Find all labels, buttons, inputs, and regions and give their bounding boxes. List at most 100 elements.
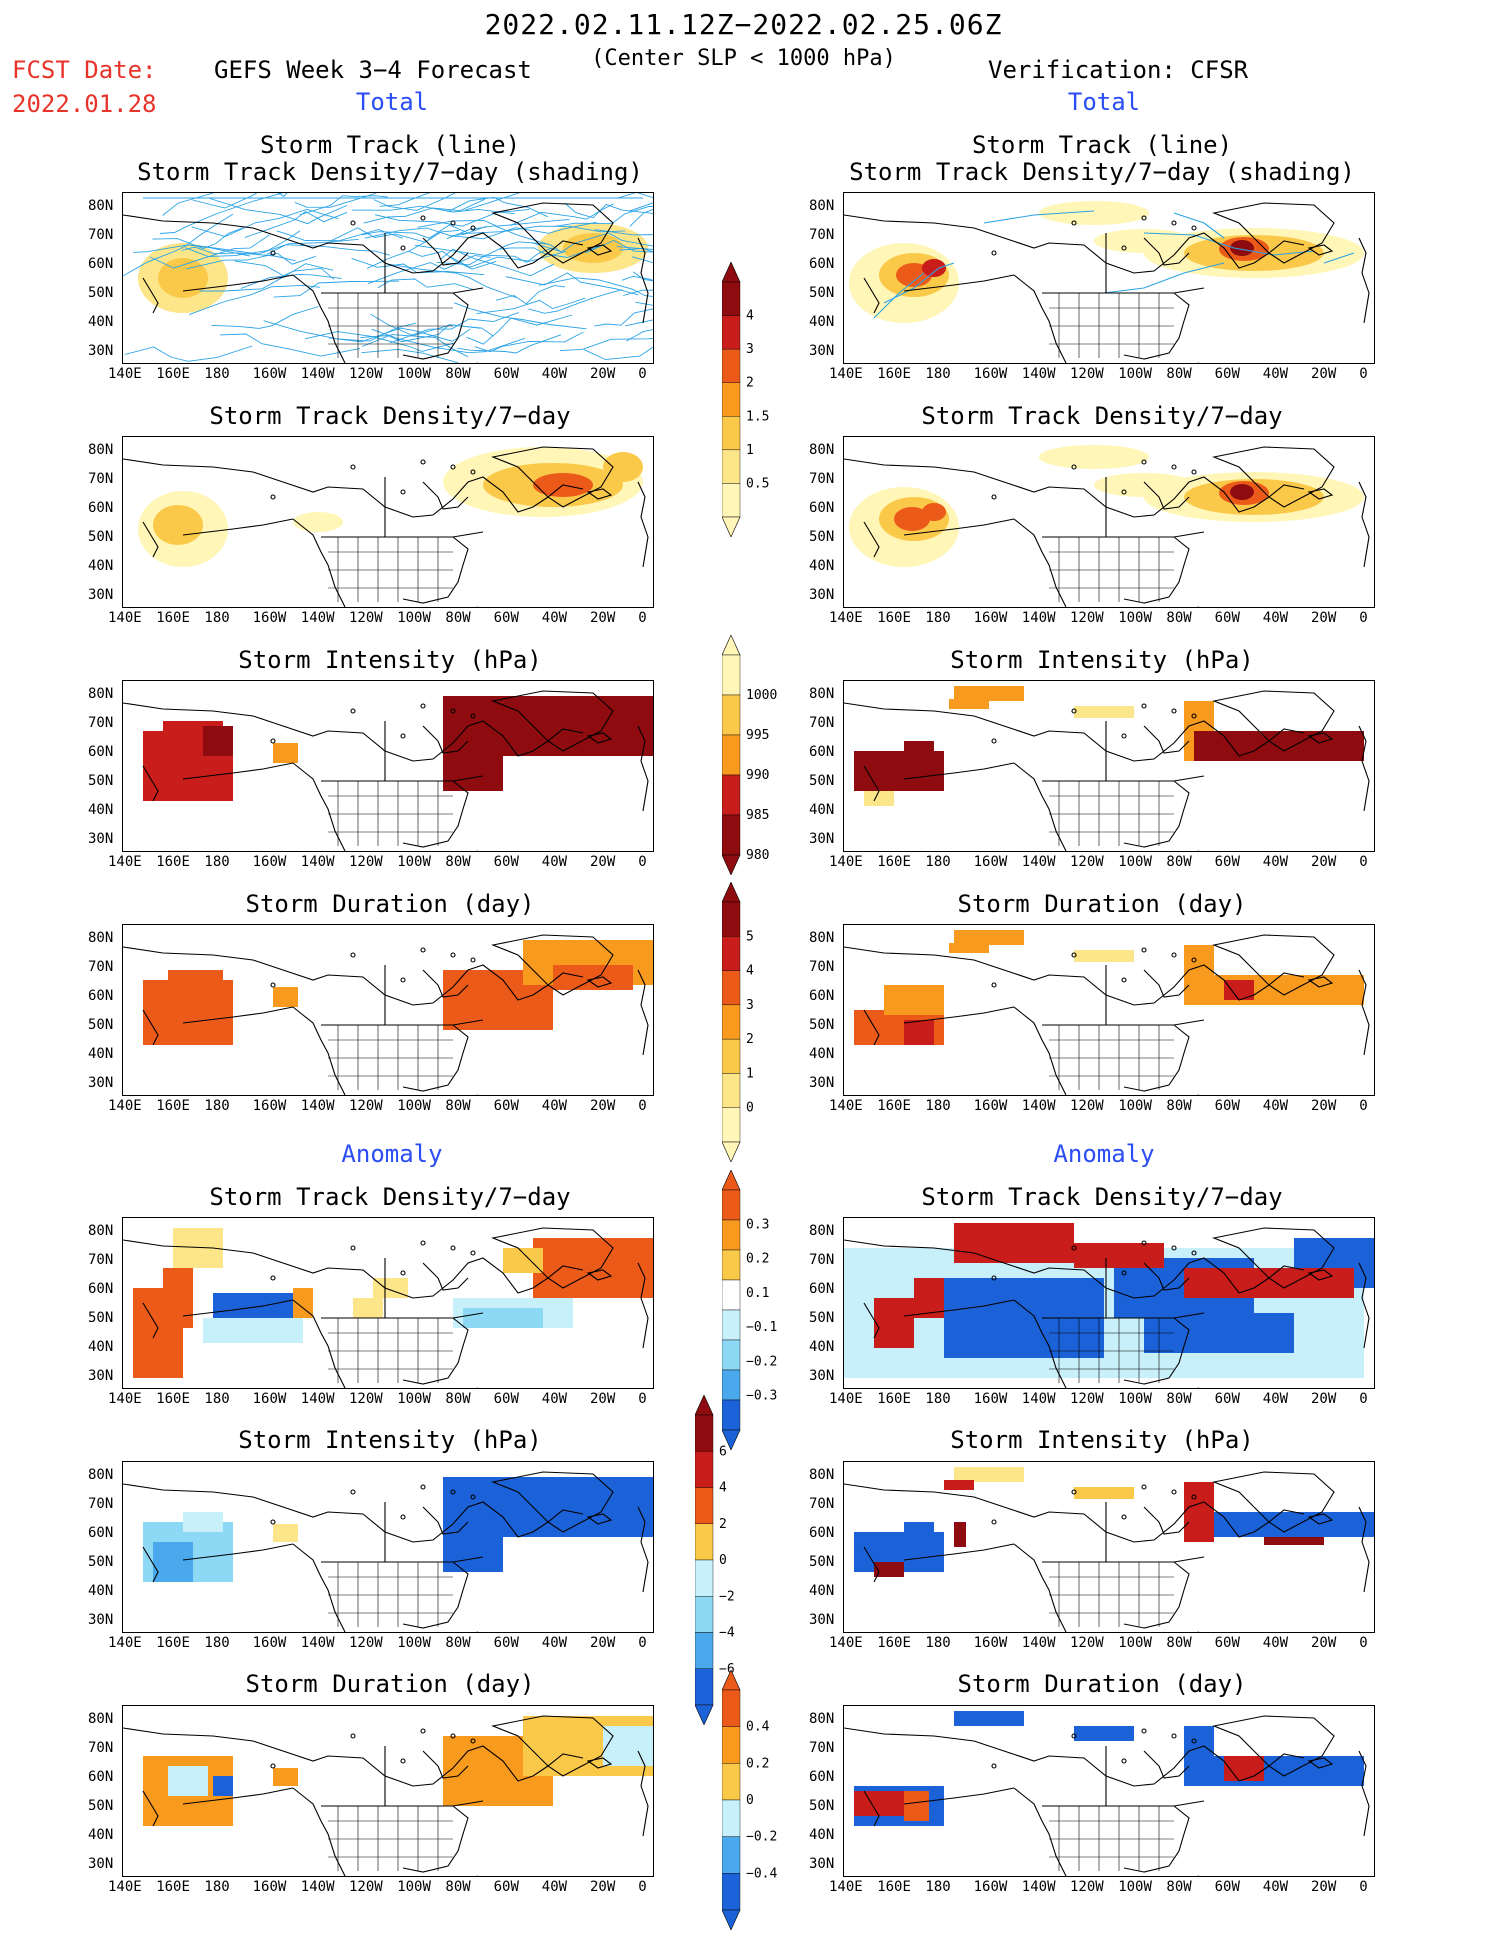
lat-label: 80N xyxy=(88,1223,114,1239)
shading-cell xyxy=(503,1248,543,1273)
lat-label: 50N xyxy=(809,1310,835,1326)
lon-label: 140W xyxy=(300,854,335,870)
lon-label: 160E xyxy=(877,1098,911,1114)
colorbar-arrow xyxy=(721,261,741,283)
lat-label: 70N xyxy=(809,715,835,731)
colorbar-label: 4 xyxy=(746,309,754,324)
lat-label: 60N xyxy=(809,1769,835,1785)
lon-label: 60W xyxy=(1214,1879,1240,1895)
fcst-date-value: 2022.01.28 xyxy=(12,90,157,118)
lat-label: 70N xyxy=(88,1740,114,1756)
lon-label: 120W xyxy=(349,366,383,382)
colorbar-label: 3 xyxy=(746,998,754,1013)
shading-cell xyxy=(168,1766,208,1796)
colorbar-swatch xyxy=(721,1339,741,1371)
anom-intensity-title-right: Storm Intensity (hPa) xyxy=(950,1426,1254,1454)
shading-cell xyxy=(153,1542,193,1582)
lon-label: 120W xyxy=(349,1635,383,1651)
lon-label: 0 xyxy=(1359,1879,1368,1895)
lon-label: 120W xyxy=(1070,1098,1104,1114)
lon-label: 100W xyxy=(1118,1635,1152,1651)
coastlines xyxy=(123,934,649,1095)
colorbar-swatch xyxy=(721,416,741,451)
lon-label: 180 xyxy=(925,1098,951,1114)
lon-label: 60W xyxy=(493,854,519,870)
colorbar-label: 0.3 xyxy=(746,1217,769,1232)
shading-cell xyxy=(949,943,989,953)
map-intensity-anomaly-forecast-svg xyxy=(123,1471,653,1632)
colorbar-label: 995 xyxy=(746,728,769,743)
lon-label: 20W xyxy=(1311,1098,1337,1114)
lon-label: 100W xyxy=(1118,366,1152,382)
lat-label: 50N xyxy=(88,285,114,301)
lon-label: 180 xyxy=(204,854,230,870)
lon-label: 60W xyxy=(1214,854,1240,870)
lon-label: 80W xyxy=(1166,1391,1192,1407)
lat-label: 60N xyxy=(809,988,835,1004)
lat-label: 60N xyxy=(88,1769,114,1785)
lat-label: 80N xyxy=(88,198,114,214)
lat-label: 40N xyxy=(809,314,835,330)
lat-label: 30N xyxy=(88,587,114,603)
colorbar-swatch xyxy=(721,1873,741,1911)
colorbar-swatch xyxy=(721,1073,741,1108)
colorbar-duration-anomaly-svg: 0.4 0.2 0 −0.2 −0.4 xyxy=(721,1669,777,1931)
lat-label: 80N xyxy=(809,1467,835,1483)
lon-label: 180 xyxy=(204,1635,230,1651)
lon-label: 160W xyxy=(252,1879,287,1895)
lon-label: 60W xyxy=(493,1391,519,1407)
lon-label: 20W xyxy=(590,854,616,870)
lat-label: 30N xyxy=(809,1612,835,1628)
colorbar-swatch xyxy=(721,1038,741,1074)
section-total-right: Total xyxy=(1067,88,1141,116)
lon-label: 100W xyxy=(1118,854,1152,870)
lon-label: 140E xyxy=(108,366,142,382)
shading-blob xyxy=(153,505,203,545)
colorbar-label: 0 xyxy=(746,1793,754,1808)
map-track-verification xyxy=(843,192,1375,364)
density-title-right: Storm Track Density/7−day xyxy=(921,402,1283,430)
colorbar-label: 980 xyxy=(746,848,769,863)
lon-label: 140E xyxy=(108,1879,142,1895)
colorbar-swatch xyxy=(694,1596,714,1633)
lon-label: 20W xyxy=(590,1879,616,1895)
colorbar-swatch xyxy=(721,1279,741,1311)
lat-label: 50N xyxy=(88,773,114,789)
shading-cell xyxy=(553,965,633,990)
lon-label: 80W xyxy=(445,366,471,382)
lon-label: 40W xyxy=(1262,1879,1289,1895)
colorbar-label: 4 xyxy=(746,964,754,979)
lon-label: 120W xyxy=(1070,610,1104,626)
shading-cell xyxy=(1264,1537,1324,1545)
lon-label: 60W xyxy=(493,366,519,382)
map-density-anomaly-verification xyxy=(843,1217,1375,1389)
lat-label: 30N xyxy=(88,1075,114,1091)
map-duration-anomaly-forecast xyxy=(122,1705,654,1877)
lon-label: 100W xyxy=(397,854,431,870)
lon-label: 40W xyxy=(541,1879,568,1895)
lon-label: 60W xyxy=(493,1879,519,1895)
lon-label: 80W xyxy=(445,1635,471,1651)
lon-label: 140W xyxy=(300,1879,335,1895)
lon-label: 160E xyxy=(156,1098,190,1114)
colorbar-swatch xyxy=(721,901,741,937)
map-intensity-anomaly-verification xyxy=(843,1461,1375,1633)
lon-label: 140E xyxy=(829,610,863,626)
shading-cell xyxy=(1184,1268,1354,1298)
colorbar-arrow xyxy=(721,1669,741,1691)
lat-label: 60N xyxy=(809,500,835,516)
map-density-verification-svg xyxy=(844,445,1370,607)
lat-label: 40N xyxy=(809,558,835,574)
colorbar-swatch xyxy=(721,281,741,316)
verification-title: Verification: CFSR xyxy=(988,56,1249,84)
shading-blob xyxy=(1230,484,1254,500)
lon-label: 0 xyxy=(1359,1098,1368,1114)
shading-cell xyxy=(168,970,223,990)
shading-cell xyxy=(443,751,503,791)
lon-label: 160W xyxy=(973,1879,1008,1895)
shading-cell xyxy=(1224,980,1254,1000)
lat-label: 60N xyxy=(809,1281,835,1297)
lat-label: 50N xyxy=(809,773,835,789)
coastlines xyxy=(844,202,1370,363)
colorbar-swatch xyxy=(721,1189,741,1221)
